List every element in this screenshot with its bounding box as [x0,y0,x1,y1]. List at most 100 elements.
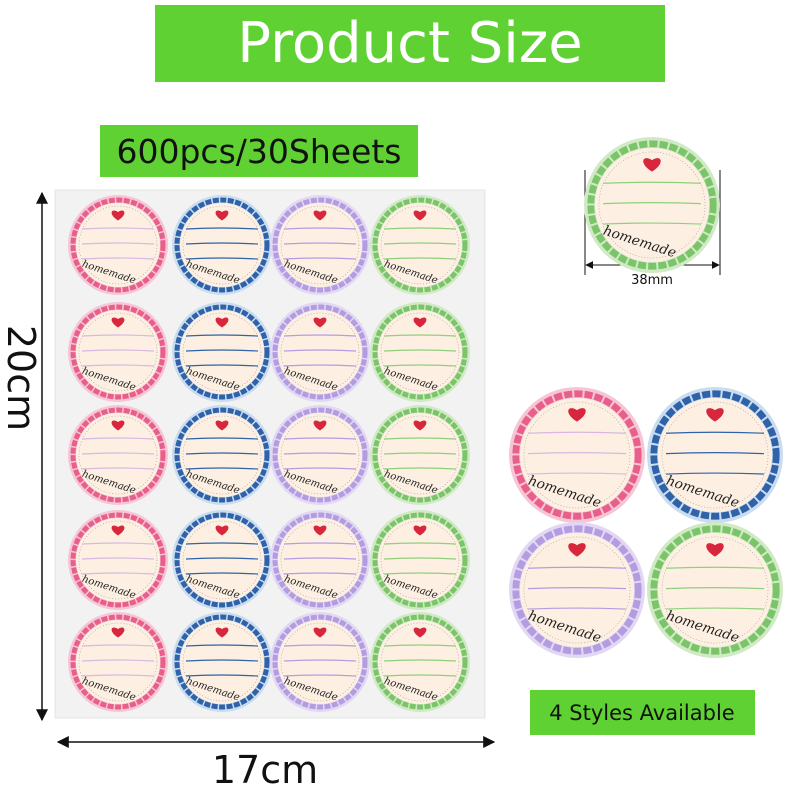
heart [568,543,586,557]
write-line [283,674,357,677]
write-line [603,181,701,184]
write-line [528,566,626,569]
sticker-face [180,203,264,287]
write-line [383,364,457,367]
sticker: homemade [270,510,370,610]
sticker: homemade [172,195,272,295]
sticker-scallop [174,614,270,710]
sticker-face [378,518,462,602]
write-line [81,452,155,455]
sticker: homemade [509,522,645,658]
sticker-scallop [512,525,642,655]
write-line [185,452,259,455]
write-line [185,257,259,260]
sticker-dots [280,415,360,495]
stickers: homemade homemade homemade homemadehomemade… [68,137,783,712]
sticker: homemade [270,195,370,295]
write-line [185,572,259,575]
width-label: 17cm [212,748,318,792]
write-line [383,674,457,677]
sticker-dots [380,622,460,702]
sticker: homemade [68,510,168,610]
sticker-dots [182,415,262,495]
sticker: homemade [370,195,470,295]
heart [413,525,427,536]
sticker: homemade [270,612,370,712]
write-line [528,587,626,590]
sticker-dots [78,622,158,702]
sticker-scallop [174,512,270,608]
write-line [81,557,155,560]
sticker-dots [380,312,460,392]
sticker-scallop [70,614,166,710]
sticker-face [180,620,264,704]
write-line [81,242,155,245]
sticker-scallop [372,407,468,503]
write-line [283,659,357,662]
sticker: homemade [647,387,783,523]
write-line [383,572,457,575]
write-line [185,364,259,367]
sticker-face [180,310,264,394]
sticker: homemade [370,612,470,712]
sticker-scallop [272,407,368,503]
sticker-scallop [272,512,368,608]
sticker-face [76,413,160,497]
write-line [81,437,155,440]
write-line [383,542,457,545]
sticker-face [278,620,362,704]
sticker: homemade [270,405,370,505]
sticker-face [76,620,160,704]
write-line [185,557,259,560]
write-line [383,227,457,230]
heart [313,627,327,638]
write-line [185,542,259,545]
sticker-face [278,413,362,497]
write-line [81,334,155,337]
write-line [666,587,764,590]
sticker: homemade [68,612,168,712]
sticker-scallop [372,304,468,400]
sticker-scallop [372,512,468,608]
sticker-dots [182,312,262,392]
write-line [383,437,457,440]
write-line [283,467,357,470]
sticker: homemade [172,510,272,610]
sticker-scallop [372,614,468,710]
heart [643,158,661,172]
write-line [383,349,457,352]
heart [413,210,427,221]
sticker-face [76,203,160,287]
write-line [283,557,357,560]
write-line [383,659,457,662]
heart [568,408,586,422]
write-line [283,452,357,455]
sticker-face [278,518,362,602]
sticker-face [594,147,710,263]
write-line [81,572,155,575]
write-line [185,467,259,470]
sticker-dots [280,622,360,702]
sticker-face [180,413,264,497]
sticker: homemade [370,302,470,402]
write-line [666,566,764,569]
heart [413,317,427,328]
write-line [185,242,259,245]
sticker-dots [280,520,360,600]
height-label: 20cm [0,325,43,431]
sticker-scallop [70,512,166,608]
write-line [528,607,626,610]
sticker-scallop [70,304,166,400]
sticker-dots [78,520,158,600]
sticker-face [519,532,635,648]
write-line [81,257,155,260]
sticker-scallop [174,407,270,503]
sticker-dots [78,312,158,392]
write-line [283,334,357,337]
write-line [528,452,626,455]
sticker: homemade [509,387,645,523]
write-line [283,242,357,245]
write-line [81,467,155,470]
sticker-dots [523,536,631,644]
